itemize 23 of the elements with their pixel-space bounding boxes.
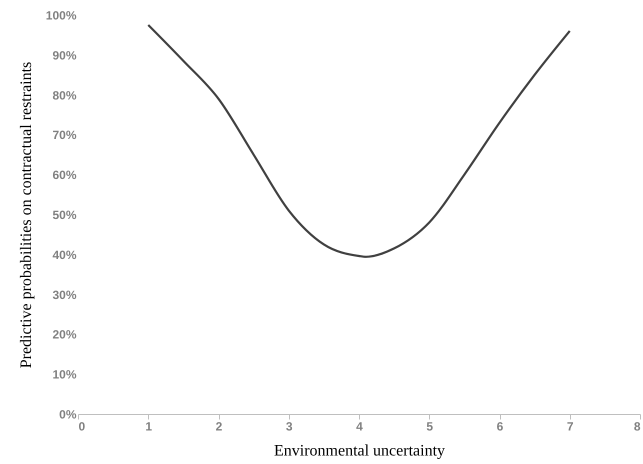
x-tick-label: 3 bbox=[286, 420, 293, 434]
x-tick-label: 4 bbox=[356, 420, 364, 434]
y-tick-label: 60% bbox=[52, 168, 77, 182]
x-axis-title: Environmental uncertainty bbox=[274, 442, 446, 460]
y-tick-label: 90% bbox=[52, 48, 77, 62]
x-tick-label: 0 bbox=[78, 420, 86, 434]
x-tick-label: 8 bbox=[634, 420, 641, 434]
x-tick-label: 5 bbox=[426, 420, 434, 434]
x-tick-label: 2 bbox=[216, 420, 223, 434]
y-tick-label: 80% bbox=[52, 88, 77, 102]
y-tick-label: 100% bbox=[46, 8, 77, 22]
x-tick-label: 1 bbox=[145, 420, 152, 434]
y-tick-label: 40% bbox=[52, 248, 77, 262]
y-tick-label: 20% bbox=[52, 328, 77, 342]
y-axis-title: Predictive probabilities on contractual restraints bbox=[18, 62, 35, 368]
x-tick-label: 7 bbox=[566, 420, 574, 434]
y-tick-label: 0% bbox=[59, 408, 77, 422]
y-tick-label: 50% bbox=[52, 208, 77, 222]
line-series bbox=[147, 24, 571, 258]
x-tick-label: 6 bbox=[496, 420, 504, 434]
y-tick-label: 10% bbox=[52, 368, 77, 382]
y-tick-label: 70% bbox=[52, 128, 77, 142]
y-tick-label: 30% bbox=[52, 288, 77, 302]
